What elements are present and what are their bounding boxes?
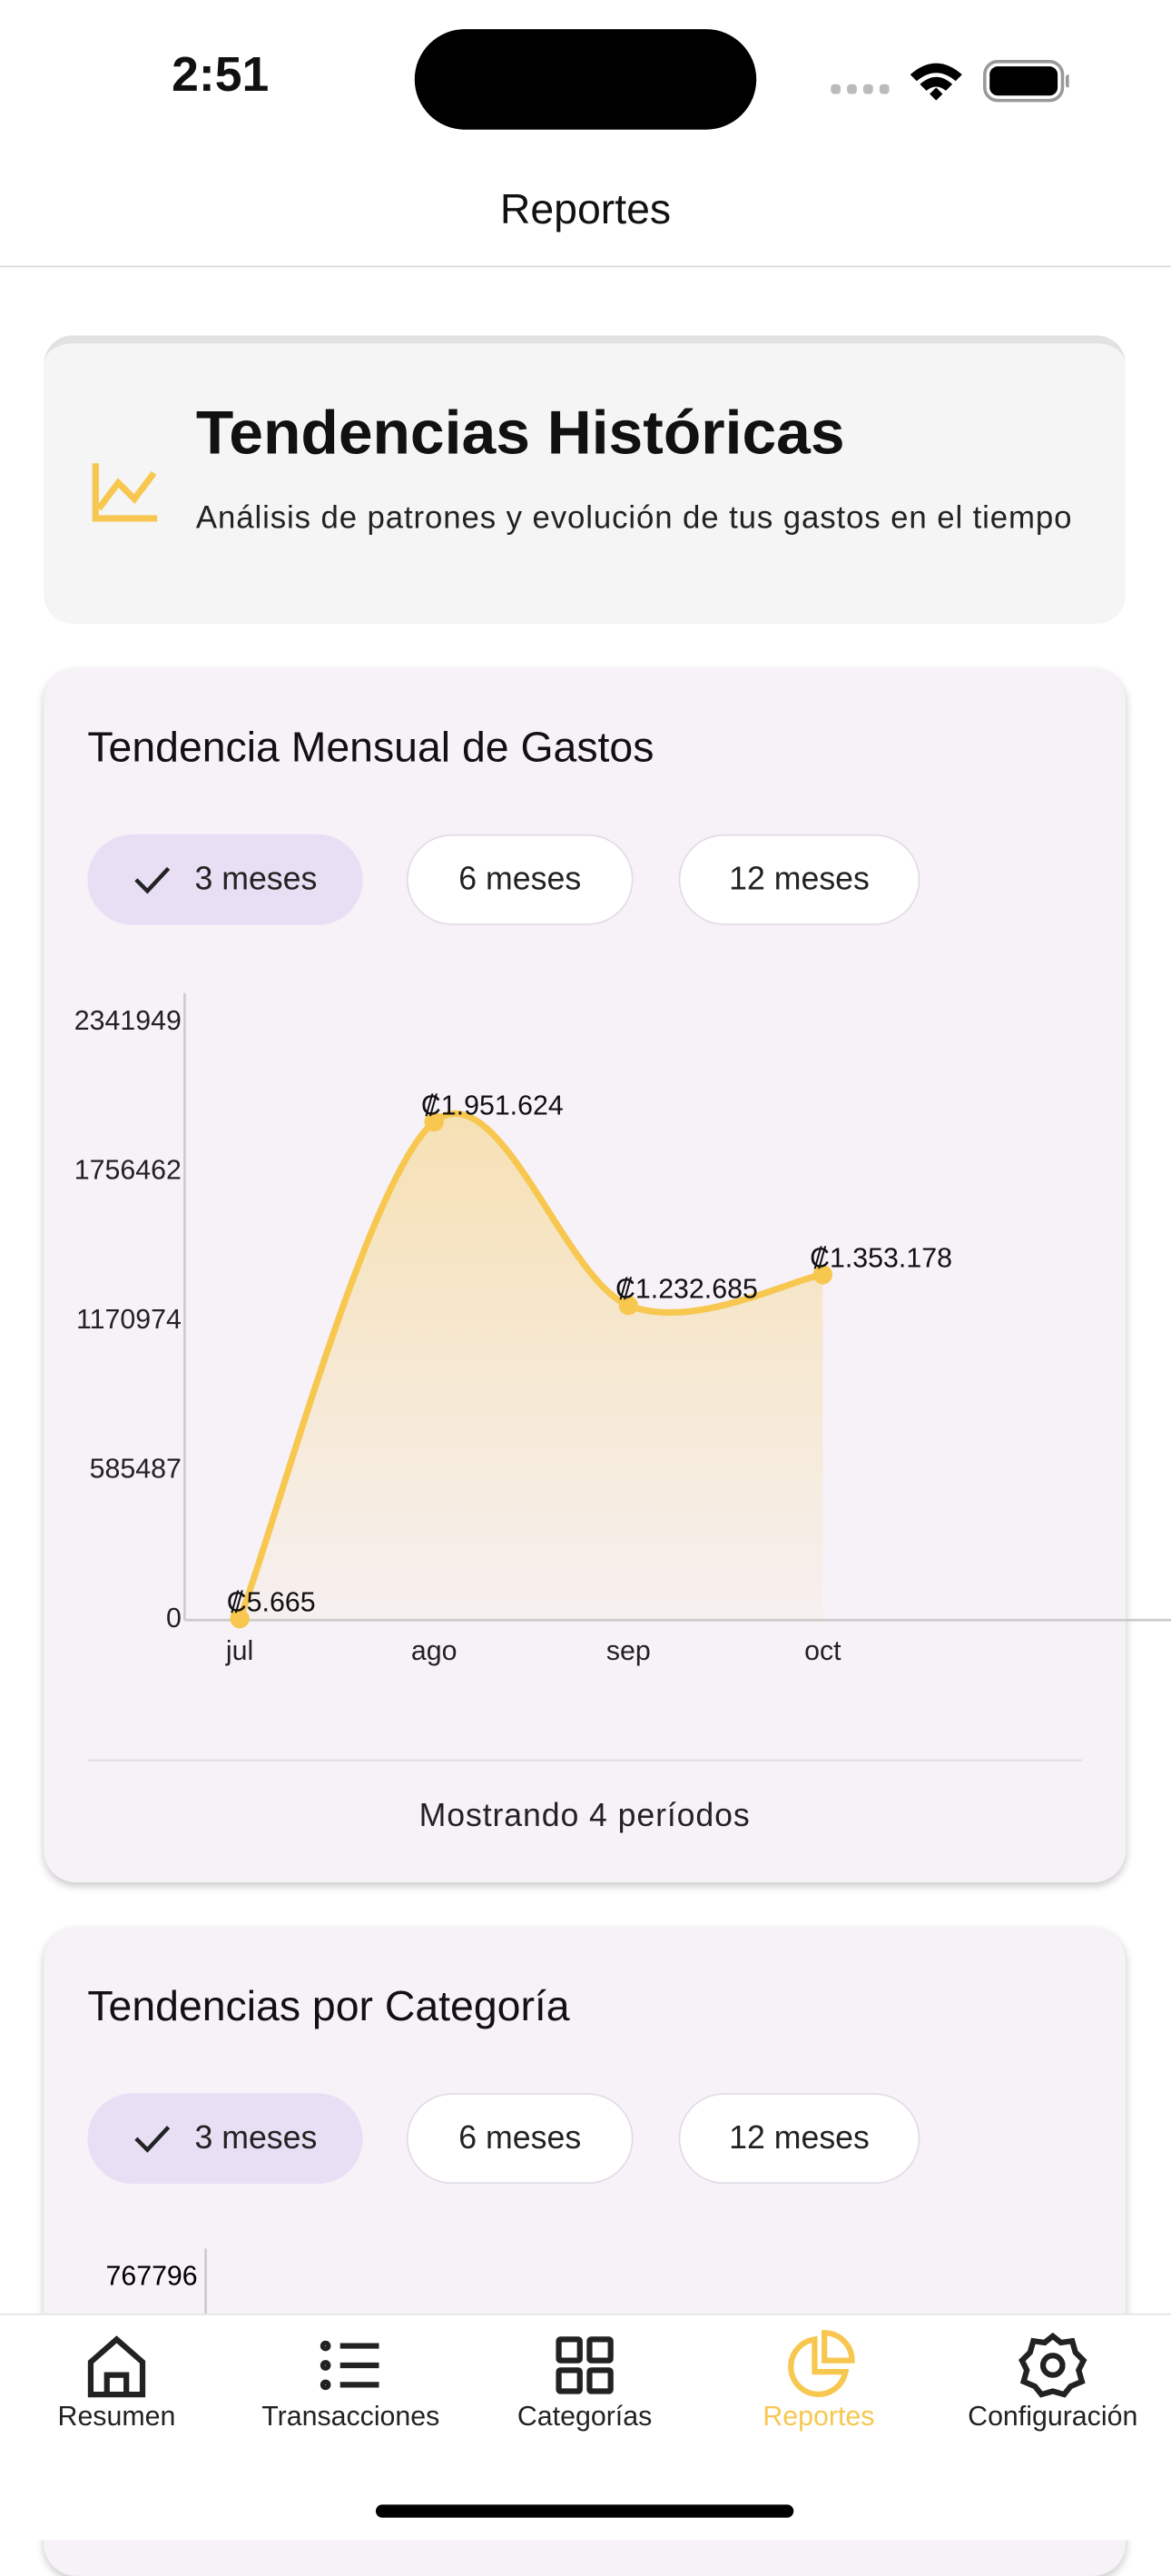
gear-icon — [1018, 2332, 1087, 2398]
point — [424, 1111, 444, 1132]
x-tick-label: jul — [225, 1636, 253, 1666]
chart-title: Tendencias por Categoría — [87, 1981, 570, 2030]
x-tick-label: sep — [606, 1636, 651, 1666]
chip-label: 3 meses — [194, 861, 318, 897]
tab-label[interactable]: Categorías — [517, 2401, 653, 2433]
value-label: ₡1.232.685 — [615, 1275, 758, 1305]
point — [230, 1608, 250, 1629]
chip-label: 3 meses — [194, 2119, 318, 2156]
value-label: ₡1.353.178 — [810, 1244, 952, 1274]
filter-chip[interactable]: 12 meses — [678, 2093, 920, 2185]
chip-label: 12 meses — [729, 861, 870, 897]
check-icon — [134, 2126, 171, 2153]
intro-title: Tendencias Históricas — [195, 400, 845, 469]
list-icon — [320, 2340, 379, 2391]
filter-chip[interactable]: 3 meses — [87, 834, 363, 925]
filter-chip[interactable]: 6 meses — [406, 834, 634, 925]
tab-label[interactable]: Resumen — [57, 2401, 176, 2433]
point — [812, 1265, 833, 1285]
chip-label: 6 meses — [458, 2119, 582, 2156]
y-tick-label: 0 — [166, 1604, 182, 1633]
tab-icons — [87, 2330, 1087, 2398]
value-label: ₡5.665 — [227, 1588, 316, 1618]
value-label: ₡1.951.624 — [421, 1091, 564, 1120]
x-tick-label: oct — [804, 1636, 841, 1666]
chip-label: 12 meses — [729, 2119, 870, 2156]
tab-label[interactable]: Transacciones — [261, 2401, 440, 2433]
intro-subtitle: Análisis de patrones y evolución de tus … — [195, 500, 1073, 537]
home-indicator — [375, 2504, 794, 2518]
chip-label: 6 meses — [458, 861, 582, 897]
chart-title: Tendencia Mensual de Gastos — [87, 722, 654, 772]
home-icon — [87, 2335, 146, 2398]
tab-bar — [0, 2313, 1171, 2541]
point — [618, 1295, 638, 1316]
filter-chip[interactable]: 6 meses — [406, 2093, 634, 2185]
header-divider — [0, 265, 1171, 268]
y-tick-label: 585487 — [90, 1455, 182, 1485]
status-icons — [831, 60, 1069, 103]
line — [236, 1110, 824, 1620]
trend-icon — [92, 463, 158, 522]
dynamic-island — [414, 29, 757, 130]
status-time: 2:51 — [172, 48, 270, 103]
y-tick-label: 1170974 — [76, 1305, 182, 1335]
y-tick-label: 1756462 — [74, 1155, 182, 1185]
filter-chip[interactable]: 12 meses — [678, 834, 920, 925]
filter-chip[interactable]: 3 meses — [87, 2093, 363, 2185]
y-tick-label: 767796 — [105, 2262, 197, 2292]
pie-icon — [788, 2330, 855, 2397]
x-tick-label: ago — [411, 1636, 458, 1666]
check-icon — [134, 866, 171, 894]
intro-card: Tendencias Históricas Análisis de patron… — [44, 335, 1127, 624]
divider — [87, 1759, 1082, 1762]
area — [240, 1113, 823, 1621]
header-title: Reportes — [499, 184, 672, 233]
grid-icon — [556, 2336, 614, 2394]
tab-label[interactable]: Configuración — [968, 2401, 1138, 2433]
chart-footer: Mostrando 4 períodos — [418, 1798, 751, 1834]
y-tick-label: 2341949 — [74, 1006, 182, 1036]
tab-label[interactable]: Reportes — [763, 2401, 875, 2433]
